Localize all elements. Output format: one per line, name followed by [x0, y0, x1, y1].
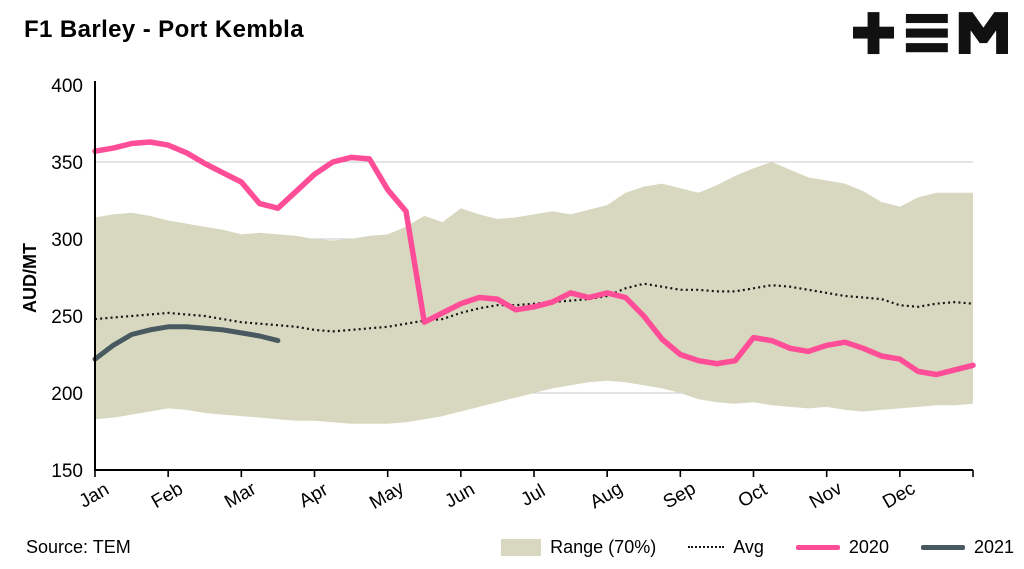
legend-item-range: Range (70%)	[501, 537, 656, 558]
x-tick-label: Jun	[442, 479, 479, 513]
legend-item-2020: 2020	[795, 536, 889, 558]
y-axis-label: AUD/MT	[20, 243, 40, 313]
y-tick-label: 250	[51, 307, 83, 328]
chart-footer: Source: TEM Range (70%) Avg 2020 2021	[26, 531, 1014, 563]
legend-item-avg: Avg	[688, 537, 764, 558]
source-label: Source: TEM	[26, 536, 131, 557]
price-chart: Jan Feb Mar Apr May Jun Jul Aug Sep Oct Nov Dec 150 2…	[20, 76, 976, 514]
legend-label-range: Range (70%)	[550, 536, 657, 557]
avg-line-icon	[688, 546, 725, 548]
x-tick-label: Jul	[517, 481, 549, 511]
y-tick-label: 400	[51, 76, 83, 97]
series-line-avg	[94, 282, 974, 333]
x-tick-label: Mar	[221, 478, 260, 513]
tem-logo-icon	[853, 12, 1008, 61]
x-tick-label: Feb	[148, 478, 187, 513]
range-band-area	[95, 162, 973, 424]
legend-label-2021: 2021	[973, 536, 1014, 557]
chart-legend: Range (70%) Avg 2020 2021	[483, 537, 1014, 558]
x-tick-label: Oct	[735, 479, 772, 512]
x-tick-label: Aug	[587, 478, 627, 513]
legend-label-avg: Avg	[733, 536, 764, 557]
line-2020-icon	[795, 544, 840, 550]
x-tick-label: Sep	[660, 478, 700, 513]
y-tick-label: 200	[51, 384, 83, 405]
x-tick-label: May	[366, 477, 408, 513]
range-swatch-icon	[501, 538, 542, 556]
y-tick-label: 150	[51, 461, 83, 482]
x-tick-label: Jan	[76, 479, 113, 513]
line-2021-icon	[920, 544, 965, 550]
series-line-2021	[92, 324, 281, 362]
x-tick-label: Dec	[879, 478, 919, 513]
x-tick-label: Apr	[296, 479, 333, 512]
series-line-2020	[92, 139, 976, 378]
y-tick-label: 350	[51, 153, 83, 174]
x-tick-label: Nov	[806, 478, 846, 513]
legend-label-2020: 2020	[848, 536, 889, 557]
legend-item-2021: 2021	[920, 536, 1014, 558]
y-tick-label: 300	[51, 230, 83, 251]
page-title: F1 Barley - Port Kembla	[24, 16, 304, 43]
